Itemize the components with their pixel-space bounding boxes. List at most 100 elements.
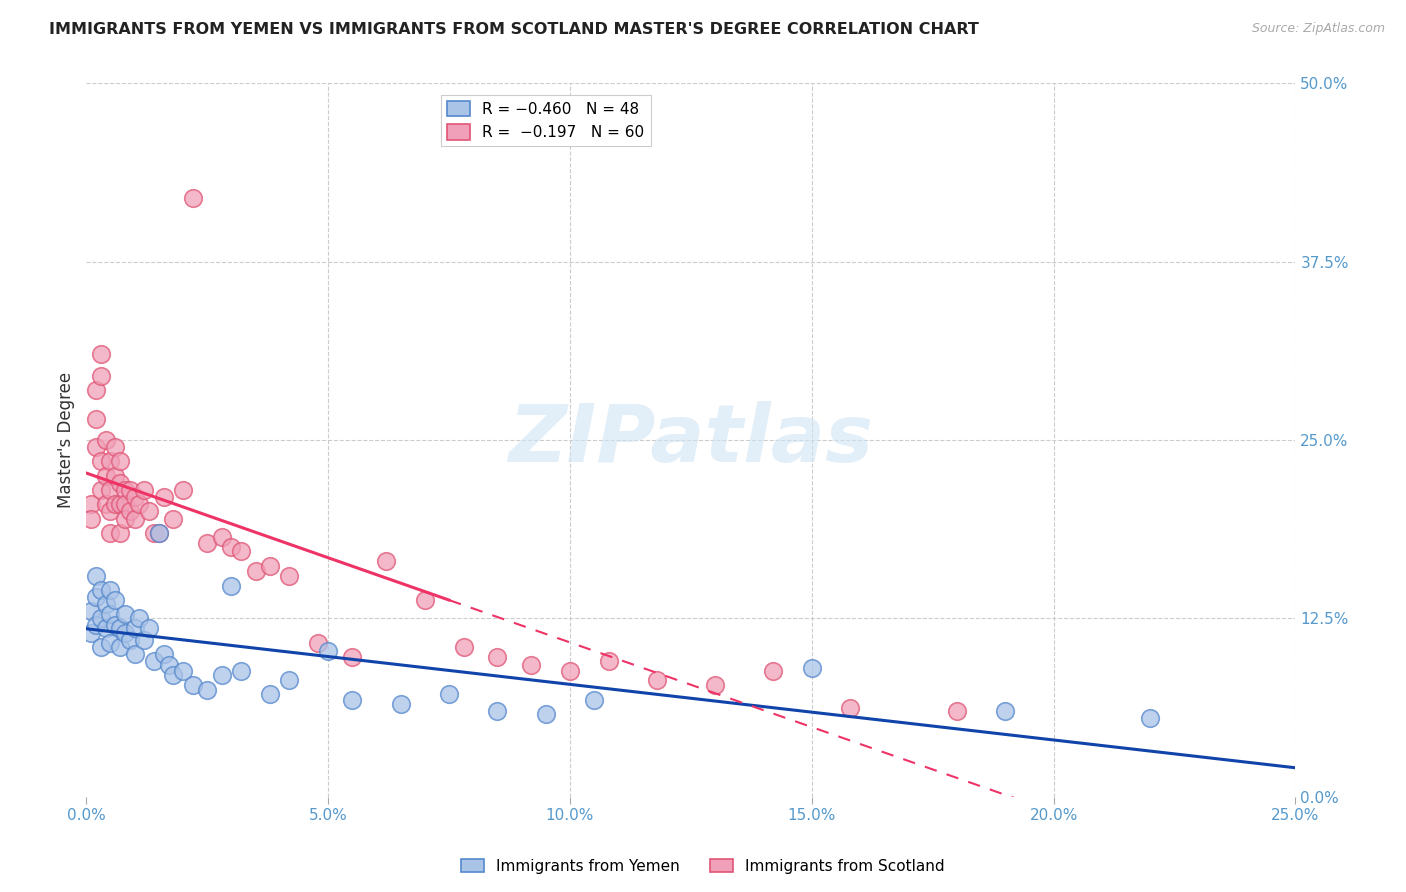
Point (114, 483, 136, 497)
Point (181, 678, 204, 692)
Point (104, 592, 127, 607)
Legend: Immigrants from Yemen, Immigrants from Scotland: Immigrants from Yemen, Immigrants from S… (454, 853, 952, 880)
Point (100, 483, 122, 497)
Point (80, 511, 103, 525)
Point (583, 692, 606, 706)
Point (80, 604, 103, 618)
Point (762, 664, 785, 678)
Point (124, 511, 146, 525)
Point (181, 190, 204, 204)
Point (100, 607, 122, 621)
Point (128, 611, 150, 625)
Point (94, 468, 117, 483)
Point (94, 497, 117, 511)
Point (118, 483, 141, 497)
Point (90, 582, 112, 597)
Text: ZIPatlas: ZIPatlas (509, 401, 873, 479)
Point (124, 490, 146, 504)
Point (162, 668, 184, 682)
Point (118, 632, 141, 647)
Point (124, 647, 146, 661)
Point (124, 621, 146, 635)
Point (229, 664, 252, 678)
Point (800, 661, 823, 675)
Point (84, 618, 107, 632)
Point (152, 490, 174, 504)
Point (84, 568, 107, 582)
Point (413, 592, 436, 607)
Point (84, 440, 107, 454)
Point (108, 497, 131, 511)
Point (342, 692, 364, 706)
Point (148, 525, 170, 540)
Point (437, 687, 460, 701)
Point (128, 497, 150, 511)
Point (453, 640, 475, 654)
Point (104, 497, 127, 511)
Point (94, 597, 117, 611)
Point (375, 554, 398, 568)
Point (104, 468, 127, 483)
Point (229, 544, 252, 558)
Point (100, 504, 122, 518)
Point (143, 654, 166, 668)
Point (598, 654, 620, 668)
Point (94, 433, 117, 447)
Point (80, 497, 103, 511)
Point (114, 511, 136, 525)
Point (389, 697, 412, 711)
Point (114, 607, 136, 621)
Point (152, 647, 174, 661)
Point (839, 701, 862, 715)
Point (162, 511, 184, 525)
Point (138, 504, 160, 518)
Point (104, 440, 127, 454)
Point (172, 664, 194, 678)
Point (316, 644, 339, 658)
Point (114, 625, 136, 640)
Point (108, 640, 131, 654)
Point (245, 564, 267, 578)
Text: Source: ZipAtlas.com: Source: ZipAtlas.com (1251, 22, 1385, 36)
Point (148, 525, 170, 540)
Point (90, 454, 112, 468)
Point (195, 535, 218, 549)
Point (134, 483, 156, 497)
Point (84, 383, 107, 397)
Point (520, 658, 543, 673)
Point (157, 658, 180, 673)
Point (90, 640, 112, 654)
Point (645, 673, 668, 687)
Point (221, 540, 243, 554)
Point (278, 568, 301, 582)
Point (486, 649, 509, 664)
Point (704, 678, 727, 692)
Point (558, 664, 581, 678)
Point (118, 504, 141, 518)
Point (80, 625, 103, 640)
Point (486, 704, 509, 718)
Point (195, 682, 218, 697)
Point (94, 621, 117, 635)
Point (259, 558, 281, 573)
Point (211, 668, 233, 682)
Point (946, 704, 969, 718)
Point (90, 611, 112, 625)
Point (172, 483, 194, 497)
Point (108, 525, 131, 540)
Point (114, 497, 136, 511)
Y-axis label: Master's Degree: Master's Degree (58, 372, 75, 508)
Point (100, 635, 122, 649)
Point (84, 590, 107, 604)
Point (90, 483, 112, 497)
Point (90, 368, 112, 383)
Point (100, 582, 122, 597)
Point (134, 632, 156, 647)
Text: IMMIGRANTS FROM YEMEN VS IMMIGRANTS FROM SCOTLAND MASTER'S DEGREE CORRELATION CH: IMMIGRANTS FROM YEMEN VS IMMIGRANTS FROM… (49, 22, 979, 37)
Point (108, 475, 131, 490)
Point (534, 706, 557, 721)
Point (1139, 711, 1161, 725)
Point (90, 347, 112, 361)
Point (108, 621, 131, 635)
Point (259, 687, 281, 701)
